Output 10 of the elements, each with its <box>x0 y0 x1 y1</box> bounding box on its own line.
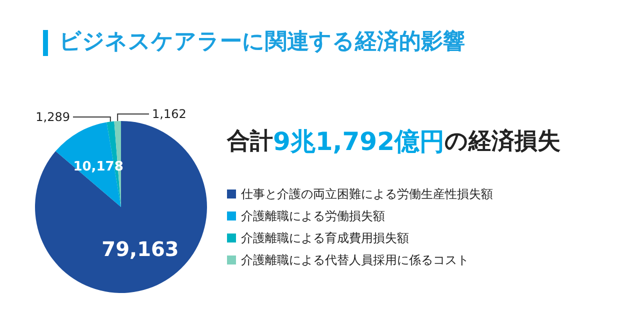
legend-label: 仕事と介護の両立困難による労働生産性損失額 <box>240 187 493 201</box>
data-label: 10,178 <box>73 159 124 174</box>
data-label: 1,162 <box>152 107 186 121</box>
legend-label: 介護離職による代替人員採用に係るコスト <box>241 253 469 267</box>
chart-title: ビジネスケアラーに関連する経済的影響 <box>59 28 465 54</box>
legend-label: 介護離職による労働損失額 <box>241 209 385 223</box>
data-label: 1,289 <box>36 110 70 124</box>
legend-label: 介護離職による育成費用損失額 <box>241 231 409 245</box>
data-label: 79,163 <box>102 236 179 261</box>
text: 合計9兆1,792億円の経済損失 <box>226 127 560 156</box>
